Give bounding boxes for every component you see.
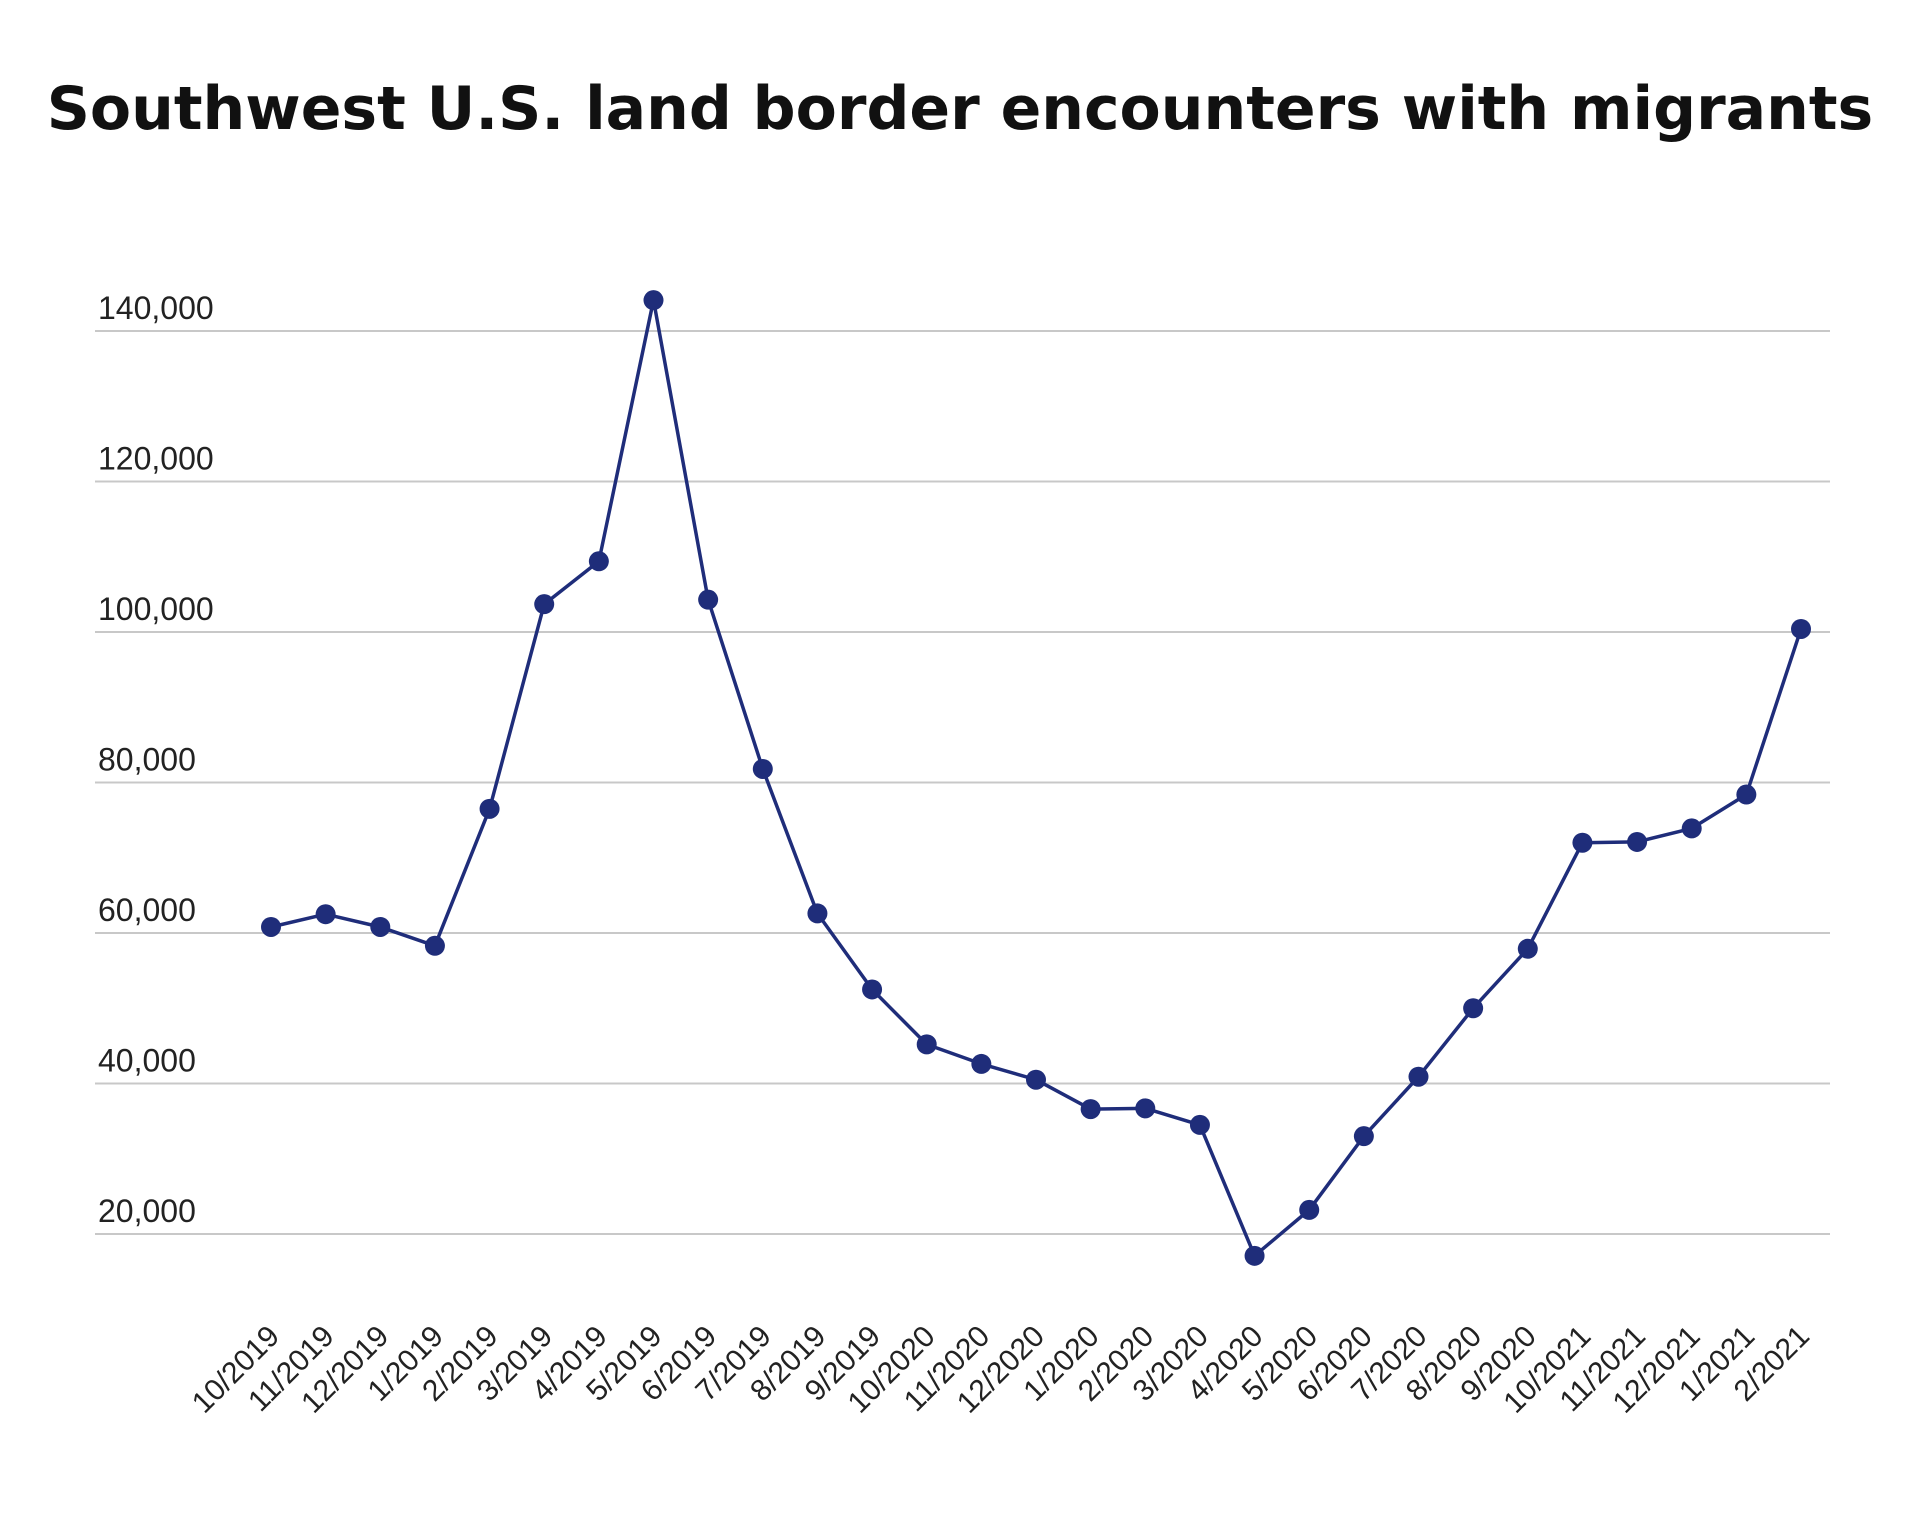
- x-axis-tick-labels: 10/201911/201912/20191/20192/20193/20194…: [186, 1320, 1816, 1420]
- data-point[interactable]: [1517, 938, 1538, 959]
- data-point[interactable]: [1627, 831, 1648, 852]
- data-point[interactable]: [807, 903, 828, 924]
- y-tick-label: 20,000: [98, 1193, 196, 1229]
- data-point[interactable]: [534, 594, 555, 615]
- data-point[interactable]: [1791, 618, 1811, 639]
- y-tick-label: 60,000: [98, 892, 196, 928]
- data-point[interactable]: [479, 798, 500, 819]
- data-point[interactable]: [971, 1053, 992, 1074]
- data-point[interactable]: [1026, 1069, 1046, 1090]
- y-tick-label: 80,000: [98, 742, 196, 778]
- data-point[interactable]: [1189, 1114, 1210, 1135]
- data-point[interactable]: [752, 758, 773, 779]
- data-point[interactable]: [1353, 1126, 1374, 1147]
- data-point[interactable]: [643, 290, 664, 311]
- chart-title: Southwest U.S. land border encounters wi…: [46, 74, 1874, 144]
- data-point[interactable]: [315, 904, 336, 925]
- data-point[interactable]: [1299, 1199, 1320, 1220]
- y-tick-label: 40,000: [98, 1043, 196, 1079]
- y-axis-tick-labels: 20,000 40,000 60,000 80,000 100,000 120,000 14…: [98, 290, 214, 1229]
- data-point[interactable]: [1463, 998, 1484, 1019]
- series-points: [261, 290, 1811, 1266]
- data-point[interactable]: [916, 1034, 937, 1055]
- data-point[interactable]: [1572, 832, 1593, 853]
- data-point[interactable]: [698, 589, 719, 610]
- data-point[interactable]: [862, 979, 883, 1000]
- data-point[interactable]: [1080, 1099, 1101, 1120]
- data-point[interactable]: [370, 916, 391, 937]
- series-line: [270, 298, 1803, 1258]
- data-point[interactable]: [588, 551, 609, 572]
- data-point[interactable]: [1244, 1245, 1265, 1266]
- data-point[interactable]: [261, 916, 281, 937]
- data-point[interactable]: [1408, 1066, 1429, 1087]
- y-tick-label: 120,000: [98, 441, 214, 477]
- gridlines: [95, 330, 1830, 1235]
- data-point[interactable]: [1135, 1098, 1156, 1119]
- y-tick-label: 100,000: [98, 591, 214, 627]
- data-point[interactable]: [1736, 784, 1757, 805]
- y-tick-label: 140,000: [98, 290, 214, 326]
- data-point[interactable]: [1681, 818, 1702, 839]
- series-line-path: [270, 298, 1803, 1258]
- data-point[interactable]: [424, 935, 445, 956]
